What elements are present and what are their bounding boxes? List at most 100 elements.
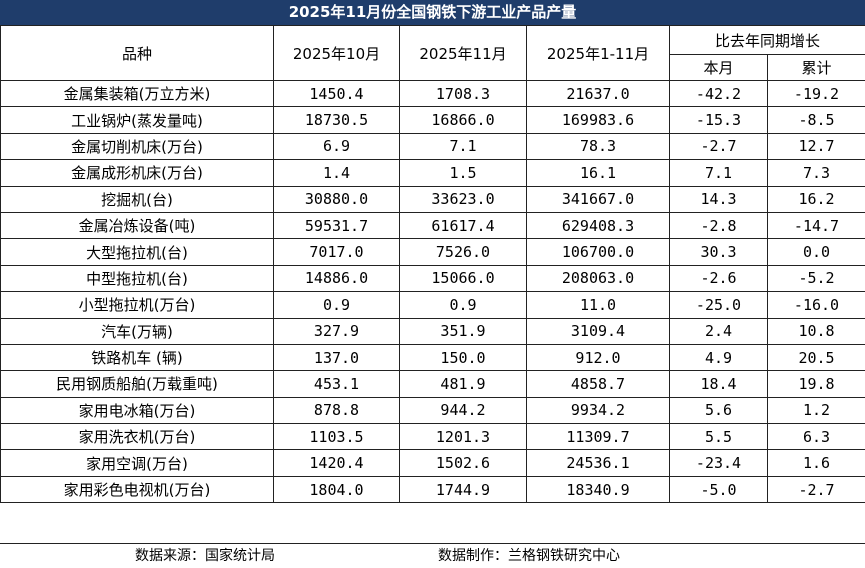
cell-nov: 33623.0 [400, 186, 527, 212]
cell-month-yoy: -2.8 [670, 212, 768, 238]
cell-oct: 1450.4 [274, 81, 400, 107]
cell-oct: 1420.4 [274, 450, 400, 476]
cell-month-yoy: 5.6 [670, 397, 768, 423]
cell-ytd: 78.3 [527, 133, 670, 159]
cell-ytd: 18340.9 [527, 476, 670, 502]
cell-oct: 1804.0 [274, 476, 400, 502]
cell-ytd: 21637.0 [527, 81, 670, 107]
cell-ytd: 341667.0 [527, 186, 670, 212]
cell-product: 家用彩色电视机(万台) [1, 476, 274, 502]
cell-product: 小型拖拉机(万台) [1, 292, 274, 318]
cell-cumulative-yoy: 10.8 [768, 318, 865, 344]
cell-product: 汽车(万辆) [1, 318, 274, 344]
cell-month-yoy: 5.5 [670, 424, 768, 450]
cell-product: 中型拖拉机(台) [1, 265, 274, 291]
cell-cumulative-yoy: 1.2 [768, 397, 865, 423]
cell-cumulative-yoy: 16.2 [768, 186, 865, 212]
cell-product: 挖掘机(台) [1, 186, 274, 212]
cell-month-yoy: 18.4 [670, 371, 768, 397]
cell-month-yoy: 4.9 [670, 344, 768, 370]
cell-product: 大型拖拉机(台) [1, 239, 274, 265]
cell-cumulative-yoy: -2.7 [768, 476, 865, 502]
cell-oct: 0.9 [274, 292, 400, 318]
header-cumulative: 累计 [768, 55, 865, 81]
cell-month-yoy: 30.3 [670, 239, 768, 265]
cell-month-yoy: 14.3 [670, 186, 768, 212]
cell-cumulative-yoy: 19.8 [768, 371, 865, 397]
cell-oct: 18730.5 [274, 107, 400, 133]
cell-nov: 61617.4 [400, 212, 527, 238]
cell-month-yoy: -5.0 [670, 476, 768, 502]
cell-cumulative-yoy: -5.2 [768, 265, 865, 291]
cell-cumulative-yoy: 12.7 [768, 133, 865, 159]
header-ytd: 2025年1-11月 [527, 26, 670, 81]
cell-cumulative-yoy: -8.5 [768, 107, 865, 133]
cell-ytd: 16.1 [527, 160, 670, 186]
cell-cumulative-yoy: 7.3 [768, 160, 865, 186]
cell-cumulative-yoy: 0.0 [768, 239, 865, 265]
cell-nov: 1.5 [400, 160, 527, 186]
header-month: 本月 [670, 55, 768, 81]
cell-oct: 6.9 [274, 133, 400, 159]
cell-month-yoy: -15.3 [670, 107, 768, 133]
cell-oct: 14886.0 [274, 265, 400, 291]
cell-ytd: 11309.7 [527, 424, 670, 450]
cell-oct: 878.8 [274, 397, 400, 423]
cell-ytd: 24536.1 [527, 450, 670, 476]
cell-nov: 944.2 [400, 397, 527, 423]
cell-ytd: 11.0 [527, 292, 670, 318]
cell-nov: 1744.9 [400, 476, 527, 502]
header-nov: 2025年11月 [400, 26, 527, 81]
cell-oct: 59531.7 [274, 212, 400, 238]
data-source: 数据来源：国家统计局 [135, 544, 275, 568]
cell-cumulative-yoy: 1.6 [768, 450, 865, 476]
cell-product: 家用空调(万台) [1, 450, 274, 476]
cell-product: 金属集装箱(万立方米) [1, 81, 274, 107]
header-product: 品种 [1, 26, 274, 81]
cell-cumulative-yoy: -14.7 [768, 212, 865, 238]
cell-oct: 7017.0 [274, 239, 400, 265]
cell-month-yoy: -2.7 [670, 133, 768, 159]
cell-month-yoy: 2.4 [670, 318, 768, 344]
data-maker: 数据制作：兰格钢铁研究中心 [438, 544, 620, 568]
cell-product: 家用洗衣机(万台) [1, 424, 274, 450]
cell-product: 铁路机车 (辆) [1, 344, 274, 370]
cell-product: 金属切削机床(万台) [1, 133, 274, 159]
cell-oct: 327.9 [274, 318, 400, 344]
footer: 数据来源：国家统计局 数据制作：兰格钢铁研究中心 [0, 543, 865, 568]
cell-cumulative-yoy: 6.3 [768, 424, 865, 450]
cell-month-yoy: -2.6 [670, 265, 768, 291]
cell-nov: 1708.3 [400, 81, 527, 107]
cell-product: 民用钢质船舶(万载重吨) [1, 371, 274, 397]
cell-product: 工业锅炉(蒸发量吨) [1, 107, 274, 133]
cell-nov: 351.9 [400, 318, 527, 344]
header-oct: 2025年10月 [274, 26, 400, 81]
cell-ytd: 169983.6 [527, 107, 670, 133]
cell-nov: 0.9 [400, 292, 527, 318]
cell-ytd: 3109.4 [527, 318, 670, 344]
cell-oct: 137.0 [274, 344, 400, 370]
cell-nov: 16866.0 [400, 107, 527, 133]
cell-month-yoy: 7.1 [670, 160, 768, 186]
table-title: 2025年11月份全国钢铁下游工业产品产量 [0, 0, 865, 25]
cell-nov: 1502.6 [400, 450, 527, 476]
cell-ytd: 9934.2 [527, 397, 670, 423]
cell-oct: 1103.5 [274, 424, 400, 450]
cell-cumulative-yoy: -16.0 [768, 292, 865, 318]
cell-oct: 30880.0 [274, 186, 400, 212]
